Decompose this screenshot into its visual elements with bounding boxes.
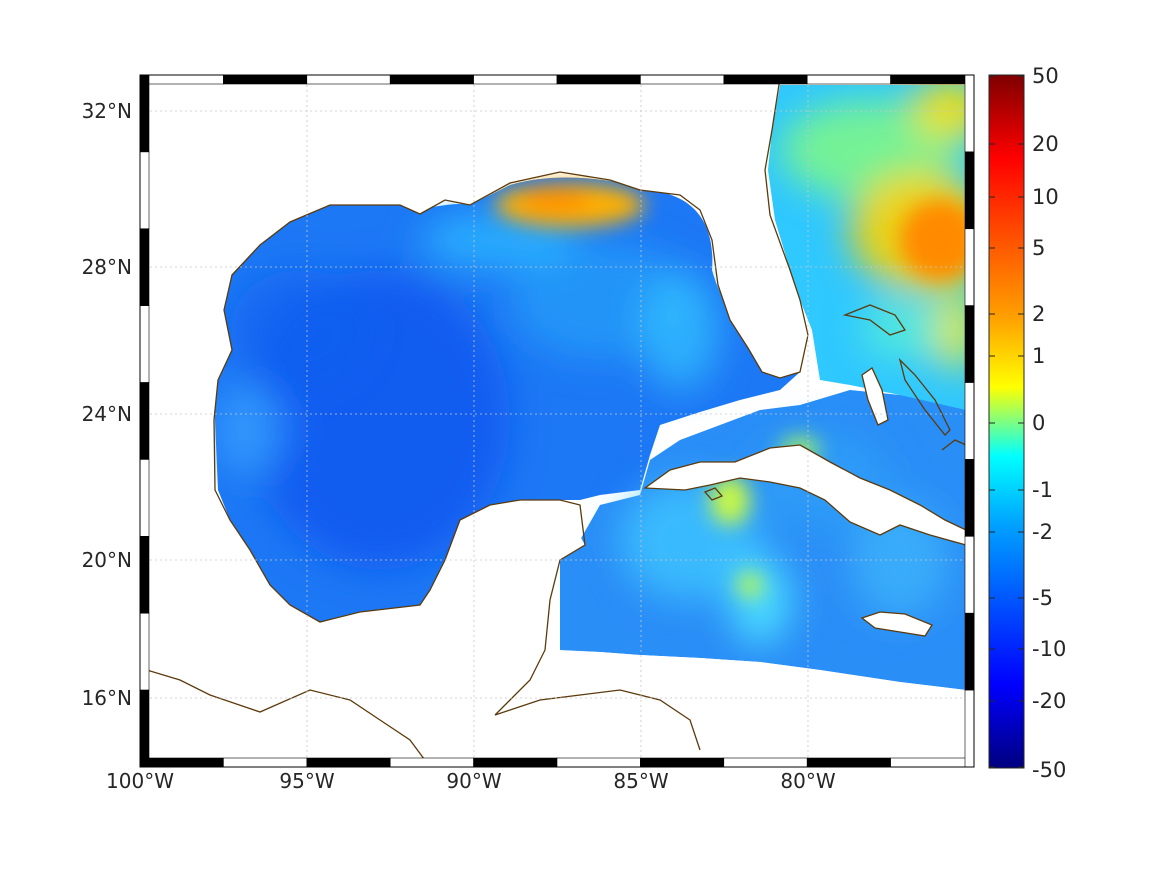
lat-tick-label: 20°N — [82, 548, 132, 572]
lat-tick-label: 24°N — [82, 402, 132, 426]
colorbar-label: -2 — [1032, 520, 1053, 544]
frame-segment-left — [139, 305, 150, 383]
colorbar-gradient — [989, 75, 1024, 768]
frame-segment-top — [139, 74, 224, 85]
land-bahamas-andros — [862, 368, 888, 425]
coastline-andros — [861, 367, 889, 426]
coastline-hispaniola — [941, 439, 967, 451]
gridlines — [140, 75, 974, 767]
frame-segment-top — [306, 74, 391, 85]
map-panel — [139, 74, 975, 768]
lon-axis: 100°W 95°W 90°W 85°W 80°W — [106, 769, 836, 793]
colorbar-ticks — [989, 75, 1024, 768]
coastline-bahamas-north — [842, 304, 907, 336]
frame-segment-bottom — [806, 757, 891, 768]
lat-tick-label: 32°N — [82, 99, 132, 123]
frame-segment-right — [964, 151, 975, 230]
lon-tick-label: 85°W — [613, 769, 668, 793]
frame-segment-right — [964, 459, 975, 537]
frame-segment-right — [964, 612, 975, 691]
lon-tick-label: 80°W — [780, 769, 835, 793]
colorbar: 50 20 10 5 2 1 0 -1 -2 -5 -10 -20 -50 — [988, 64, 1066, 782]
frame-outline — [139, 74, 975, 768]
frame-segment-bottom — [640, 757, 725, 768]
colorbar-label: 20 — [1032, 132, 1059, 156]
frame-segment-top — [806, 74, 891, 85]
frame-segment-right — [964, 305, 975, 383]
frame-segment-left — [139, 689, 150, 768]
frame-segment-top — [556, 74, 641, 85]
frame-segment-top — [223, 74, 308, 85]
lat-axis: 32°N 28°N 24°N 20°N 16°N — [82, 99, 132, 710]
colorbar-label: -20 — [1032, 689, 1066, 713]
colorbar-label: -10 — [1032, 637, 1066, 661]
frame-segment-bottom — [223, 757, 308, 768]
frame-segment-top — [389, 74, 474, 85]
colorbar-label: 5 — [1032, 236, 1045, 260]
coastline-isla-juventud — [703, 487, 724, 501]
coastline-central-america — [140, 667, 431, 767]
colorbar-label: -50 — [1032, 758, 1066, 782]
land-north-america — [140, 75, 974, 767]
lat-tick-label: 16°N — [82, 686, 132, 710]
lon-tick-label: 100°W — [106, 769, 174, 793]
colorbar-label: -1 — [1032, 478, 1053, 502]
frame-segment-right — [964, 74, 975, 153]
frame-segment-bottom — [139, 757, 224, 768]
colorbar-label: 0 — [1032, 411, 1045, 435]
anomaly-hotspots — [495, 183, 974, 597]
lon-tick-label: 90°W — [446, 769, 501, 793]
frame-segment-top — [640, 74, 725, 85]
frame-segment-right — [964, 228, 975, 306]
frame-segment-bottom — [389, 757, 474, 768]
frame-segment-left — [139, 151, 150, 230]
frame-segment-bottom — [306, 757, 391, 768]
coastline-gulf — [213, 77, 809, 716]
frame-segment-right — [964, 689, 975, 768]
frame-segment-left — [139, 382, 150, 460]
frame-segment-left — [139, 74, 150, 153]
coastline-bahamas-east — [898, 357, 951, 436]
frame-segment-right — [964, 382, 975, 460]
frame-segment-left — [139, 536, 150, 614]
colorbar-border — [988, 74, 1025, 769]
colorbar-label: 10 — [1032, 185, 1059, 209]
frame-segment-bottom — [723, 757, 808, 768]
frame-segment-left — [139, 612, 150, 691]
frame-segment-bottom — [473, 757, 558, 768]
lat-tick-label: 28°N — [82, 255, 132, 279]
frame-segment-bottom — [556, 757, 641, 768]
frame-segment-bottom — [890, 757, 975, 768]
coastline-honduras — [494, 689, 701, 751]
frame-segment-right — [964, 536, 975, 614]
coastline-jamaica — [860, 611, 933, 637]
colorbar-labels: 50 20 10 5 2 1 0 -1 -2 -5 -10 -20 -50 — [1032, 64, 1066, 782]
frame-segment-top — [890, 74, 975, 85]
data-field — [140, 75, 974, 767]
frame-segment-left — [139, 459, 150, 537]
colorbar-label: 2 — [1032, 302, 1045, 326]
colorbar-label: 1 — [1032, 344, 1045, 368]
land-cuba — [645, 445, 966, 545]
colorbar-label: -5 — [1032, 586, 1053, 610]
frame-segment-top — [473, 74, 558, 85]
frame-segment-top — [723, 74, 808, 85]
colorbar-label: 50 — [1032, 64, 1059, 88]
frame-segment-left — [139, 228, 150, 306]
map-frame — [139, 74, 975, 768]
lon-tick-label: 95°W — [279, 769, 334, 793]
